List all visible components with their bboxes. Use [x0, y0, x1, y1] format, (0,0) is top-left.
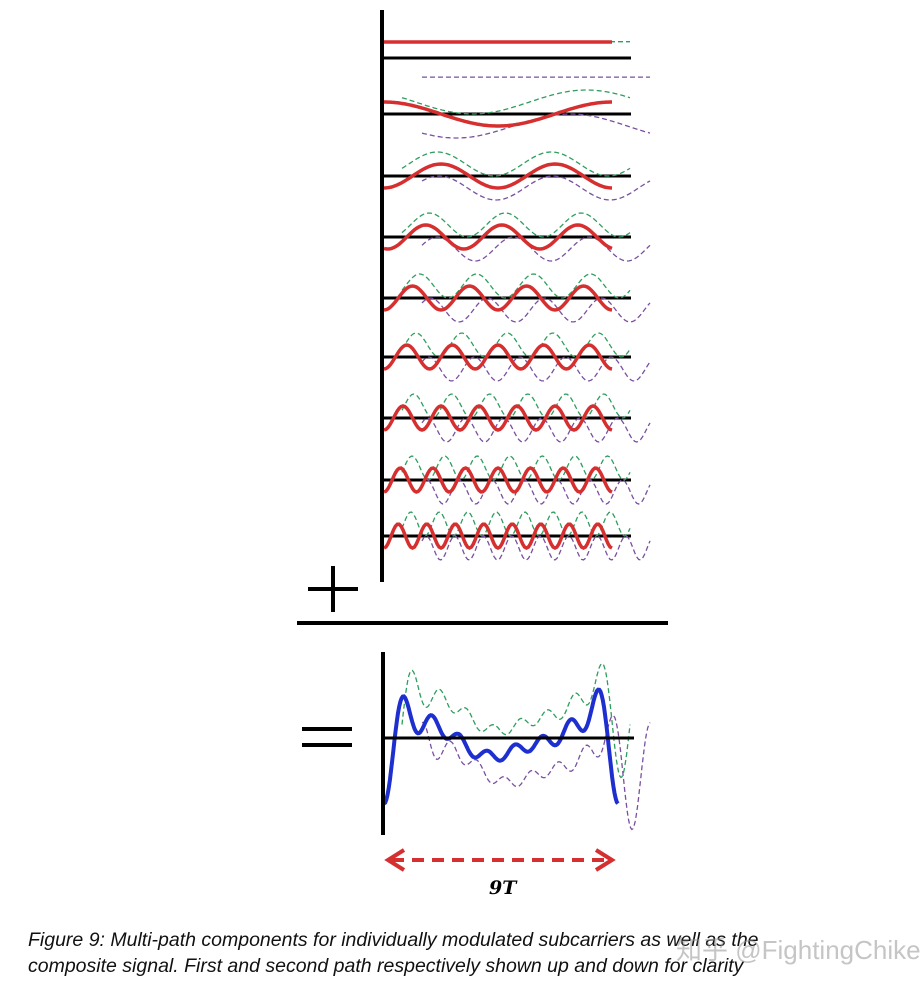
path1-delayed-subcarrier — [401, 393, 631, 419]
path1-delayed-subcarrier — [401, 212, 631, 238]
path1-delayed-subcarrier — [401, 332, 631, 358]
path2-delayed-subcarrier — [421, 113, 651, 139]
watermark: 知乎 @FightingChiken — [676, 935, 922, 965]
subcarrier-wave — [383, 522, 613, 550]
path2-delayed-subcarrier — [421, 535, 651, 561]
composite-path1 — [401, 663, 631, 779]
path2-delayed-subcarrier — [421, 297, 651, 323]
equals-sign — [302, 727, 352, 747]
path2-delayed-subcarrier — [421, 479, 651, 505]
caption-line-2: composite signal. First and second path … — [28, 955, 744, 977]
path1-delayed-subcarrier — [401, 151, 631, 177]
subcarrier-wave — [383, 466, 613, 494]
subcarrier-wave — [383, 404, 613, 432]
caption-line-1: Figure 9: Multi-path components for indi… — [28, 929, 759, 951]
subcarrier-components — [382, 40, 651, 561]
path2-delayed-subcarrier — [421, 175, 651, 201]
figure-caption: Figure 9: Multi-path components for indi… — [28, 927, 908, 979]
path1-delayed-subcarrier — [401, 273, 631, 299]
plus-sign — [308, 566, 358, 612]
path2-delayed-subcarrier — [421, 236, 651, 262]
composite-path2 — [421, 715, 651, 831]
composite-signal-wave — [382, 687, 620, 806]
subcarrier-wave — [384, 100, 612, 128]
multipath-diagram: 9T — [297, 10, 668, 899]
period-label: 9T — [489, 877, 518, 899]
path2-delayed-subcarrier — [421, 417, 651, 443]
composite-signal — [382, 663, 651, 831]
path1-delayed-subcarrier — [401, 455, 631, 481]
path1-delayed-subcarrier — [401, 89, 631, 115]
period-arrow — [384, 848, 616, 872]
path2-delayed-subcarrier — [421, 356, 651, 382]
subcarrier-wave — [383, 284, 613, 312]
subcarrier-wave — [383, 162, 613, 190]
subcarrier-wave — [383, 223, 613, 251]
subcarrier-wave — [383, 343, 613, 371]
